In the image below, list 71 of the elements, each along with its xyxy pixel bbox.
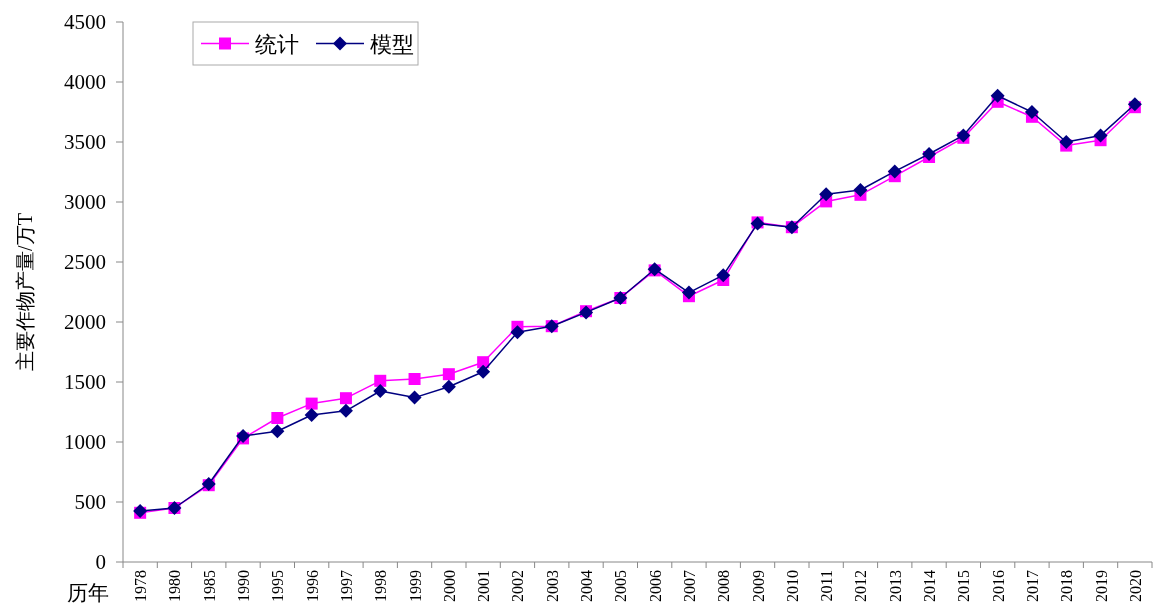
x-tick-label: 1996 [303,570,321,602]
x-tick-label: 1990 [235,570,253,602]
x-tick-label: 2017 [1023,570,1041,602]
y-tick-label: 3500 [64,130,106,154]
x-tick-label: 1985 [200,570,218,602]
point [339,392,352,405]
point [990,88,1005,103]
x-tick-label: 2007 [680,570,698,602]
x-tick-label: 2005 [612,570,630,602]
point [338,403,353,418]
x-tick-label: 1995 [269,570,287,602]
x-tick-label: 2015 [955,570,973,602]
x-tick-label: 1997 [337,570,355,602]
y-tick-label: 1500 [64,370,106,394]
point [270,424,285,439]
point [304,408,319,422]
x-tick-label: 2010 [783,570,801,602]
x-tick-label: 2006 [646,570,664,602]
y-tick-label: 500 [74,490,106,514]
x-tick-label: 2016 [989,570,1007,602]
point [305,397,318,410]
x-tick-label: 1980 [166,570,184,602]
point [374,374,387,387]
legend-模型: 模型 [315,31,414,57]
x-axis-title: 历年 [67,581,109,605]
point [373,384,388,398]
y-tick-label: 1000 [64,430,106,454]
point [1127,97,1142,112]
point [716,268,731,283]
x-tick-label: 2020 [1126,570,1144,602]
point [887,164,902,179]
x-tick-label: 2019 [1092,570,1110,602]
point [442,368,455,381]
x-tick-label: 2003 [543,570,561,602]
point [408,373,421,385]
x-tick-label: 2014 [921,570,939,602]
x-tick-label: 2000 [440,570,458,602]
point [853,183,868,197]
point [1093,128,1108,143]
point [510,325,525,340]
point [441,379,456,394]
legend-label: 模型 [370,31,414,57]
y-tick-label: 2500 [64,250,106,274]
y-tick-label: 2000 [64,310,106,334]
point [1059,135,1074,149]
point [476,364,491,379]
x-tick-label: 2002 [509,570,527,602]
x-tick-label: 1978 [132,570,150,602]
y-tick-label: 4000 [64,70,106,94]
legend-统计: 统计 [200,31,299,57]
point [407,390,422,405]
point [1024,105,1039,119]
point [922,147,937,161]
x-tick-label: 2013 [886,570,904,602]
point [819,187,834,202]
x-tick-label: 2018 [1058,570,1076,602]
point [271,412,284,424]
legend-label: 统计 [255,31,299,57]
x-tick-label: 1999 [406,570,424,602]
point [681,285,696,300]
y-tick-label: 3000 [64,190,106,214]
x-tick-label: 1998 [372,570,390,602]
x-tick-label: 2011 [818,570,836,602]
x-tick-label: 2001 [475,570,493,602]
y-axis-title: 主要作物产量/万T [14,213,36,371]
x-tick-label: 2012 [852,570,870,602]
x-tick-label: 2009 [749,570,767,602]
x-tick-label: 2004 [578,570,596,602]
x-tick-label: 2008 [715,570,733,602]
y-tick-label: 4500 [64,10,106,34]
y-tick-label: 0 [95,550,106,574]
